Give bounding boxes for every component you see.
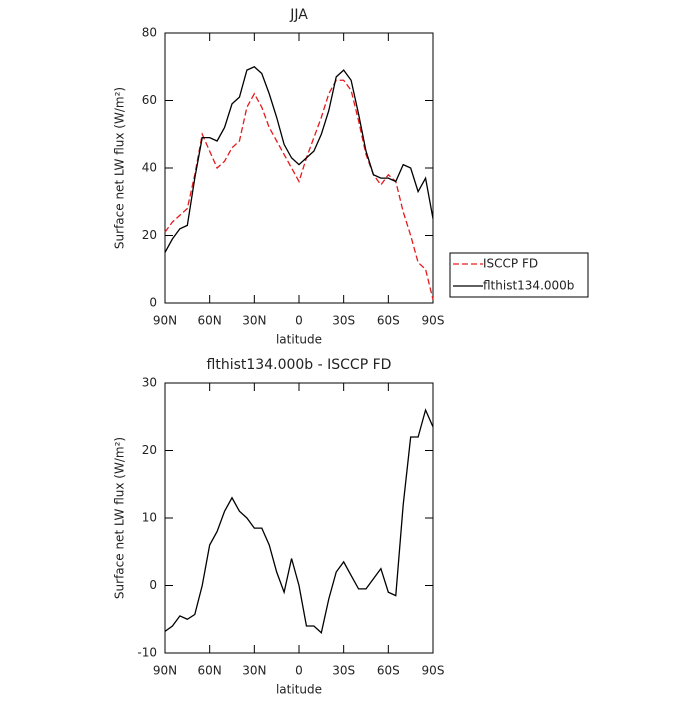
y-tick-label: 20 bbox=[142, 228, 157, 242]
x-tick-label: 30N bbox=[242, 664, 266, 678]
x-tick-label: 0 bbox=[295, 664, 303, 678]
x-axis-label: latitude bbox=[276, 683, 322, 697]
legend-box bbox=[449, 252, 589, 298]
x-tick-label: 90S bbox=[422, 664, 445, 678]
y-tick-label: 40 bbox=[142, 161, 157, 175]
plot-frame bbox=[164, 32, 434, 304]
y-tick-label: -10 bbox=[137, 646, 157, 660]
chart-title: JJA bbox=[289, 7, 308, 23]
data-line bbox=[164, 79, 434, 300]
y-tick-label: 0 bbox=[149, 578, 157, 592]
x-tick-label: 0 bbox=[295, 314, 303, 328]
x-tick-label: 30S bbox=[332, 664, 355, 678]
y-tick-label: 0 bbox=[149, 296, 157, 310]
x-tick-label: 60S bbox=[377, 664, 400, 678]
x-tick-label: 30N bbox=[242, 314, 266, 328]
y-axis-label: Surface net LW flux (W/m²) bbox=[113, 87, 127, 249]
y-tick-label: 30 bbox=[142, 376, 157, 390]
x-tick-label: 60N bbox=[198, 664, 222, 678]
legend: ISCCP FD flthist134.000b bbox=[449, 252, 589, 298]
x-axis-label: latitude bbox=[276, 333, 322, 347]
y-tick-label: 60 bbox=[142, 93, 157, 107]
data-line bbox=[164, 65, 434, 253]
y-tick-label: 80 bbox=[142, 26, 157, 40]
chart-title: flthist134.000b - ISCCP FD bbox=[207, 357, 392, 373]
x-tick-label: 60N bbox=[198, 314, 222, 328]
y-tick-label: 20 bbox=[142, 443, 157, 457]
x-tick-label: 90S bbox=[422, 314, 445, 328]
legend-label: ISCCP FD bbox=[483, 257, 538, 271]
x-tick-label: 60S bbox=[377, 314, 400, 328]
x-tick-label: 90N bbox=[153, 664, 177, 678]
x-tick-label: 90N bbox=[153, 314, 177, 328]
y-tick-label: 10 bbox=[142, 511, 157, 525]
legend-label: flthist134.000b bbox=[483, 279, 574, 293]
plot-frame bbox=[164, 382, 434, 654]
y-axis-label: Surface net LW flux (W/m²) bbox=[113, 437, 127, 599]
data-line bbox=[164, 408, 434, 634]
x-tick-label: 30S bbox=[332, 314, 355, 328]
